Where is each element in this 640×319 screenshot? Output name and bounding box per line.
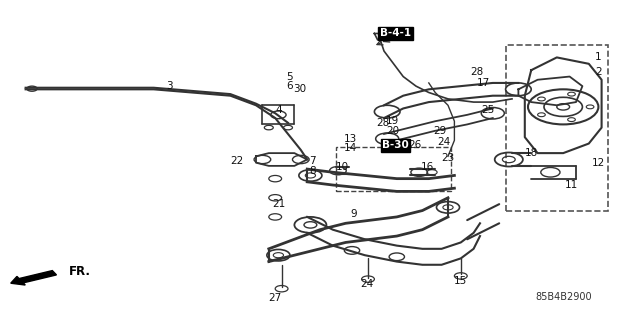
Text: B-4-1: B-4-1 bbox=[380, 28, 411, 39]
Text: 28: 28 bbox=[470, 67, 483, 77]
Text: 20: 20 bbox=[386, 126, 399, 136]
Text: 24: 24 bbox=[360, 279, 373, 289]
Text: 13: 13 bbox=[344, 134, 357, 144]
Text: 18: 18 bbox=[525, 148, 538, 158]
Text: 29: 29 bbox=[434, 126, 447, 136]
Text: 2: 2 bbox=[595, 67, 602, 77]
Text: 16: 16 bbox=[421, 162, 434, 173]
Text: 9: 9 bbox=[351, 209, 357, 219]
Text: 7: 7 bbox=[309, 156, 316, 166]
Text: 28: 28 bbox=[376, 118, 389, 128]
Text: 1: 1 bbox=[595, 52, 602, 63]
Text: 22: 22 bbox=[230, 156, 243, 166]
Text: 26: 26 bbox=[408, 140, 421, 150]
Text: 30: 30 bbox=[293, 84, 306, 94]
Text: 19: 19 bbox=[386, 116, 399, 126]
Text: 6: 6 bbox=[287, 81, 293, 91]
Text: 85B4B2900: 85B4B2900 bbox=[535, 292, 591, 302]
Text: 5: 5 bbox=[287, 71, 293, 82]
Text: FR.: FR. bbox=[69, 265, 91, 278]
FancyArrow shape bbox=[11, 271, 56, 285]
Text: 12: 12 bbox=[592, 158, 605, 168]
Text: B-30: B-30 bbox=[382, 140, 409, 150]
Text: 24: 24 bbox=[437, 137, 450, 147]
Text: 25: 25 bbox=[482, 105, 495, 115]
Text: 27: 27 bbox=[269, 293, 282, 303]
Text: 8: 8 bbox=[309, 166, 316, 176]
Text: 3: 3 bbox=[166, 81, 173, 91]
Text: 14: 14 bbox=[344, 143, 357, 153]
Text: 21: 21 bbox=[272, 199, 285, 209]
Text: 23: 23 bbox=[442, 153, 454, 163]
Text: 17: 17 bbox=[477, 78, 490, 88]
Text: 15: 15 bbox=[454, 276, 467, 286]
Text: 10: 10 bbox=[336, 162, 349, 173]
Text: 11: 11 bbox=[565, 180, 578, 190]
Text: 4: 4 bbox=[275, 105, 282, 115]
